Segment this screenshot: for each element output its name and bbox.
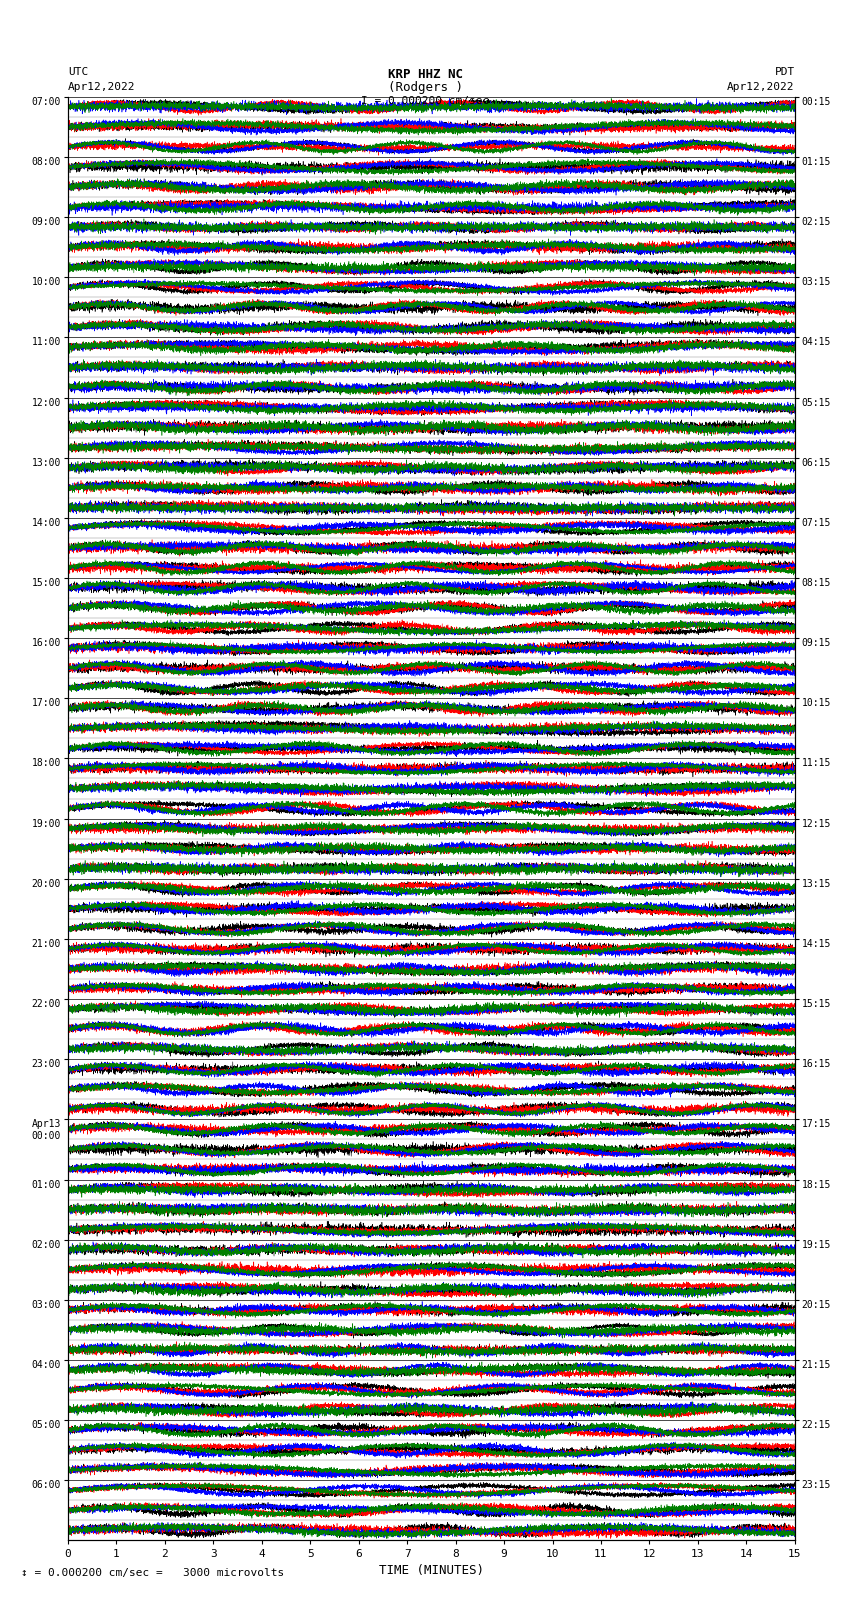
Text: Apr12,2022: Apr12,2022 bbox=[728, 82, 795, 92]
Text: UTC: UTC bbox=[68, 68, 88, 77]
Text: (Rodgers ): (Rodgers ) bbox=[388, 81, 462, 94]
Text: PDT: PDT bbox=[774, 68, 795, 77]
Text: ↕ = 0.000200 cm/sec =   3000 microvolts: ↕ = 0.000200 cm/sec = 3000 microvolts bbox=[21, 1568, 285, 1578]
Text: KRP HHZ NC: KRP HHZ NC bbox=[388, 68, 462, 81]
X-axis label: TIME (MINUTES): TIME (MINUTES) bbox=[379, 1563, 484, 1576]
Text: I = 0.000200 cm/sec: I = 0.000200 cm/sec bbox=[361, 97, 489, 106]
Text: Apr12,2022: Apr12,2022 bbox=[68, 82, 135, 92]
